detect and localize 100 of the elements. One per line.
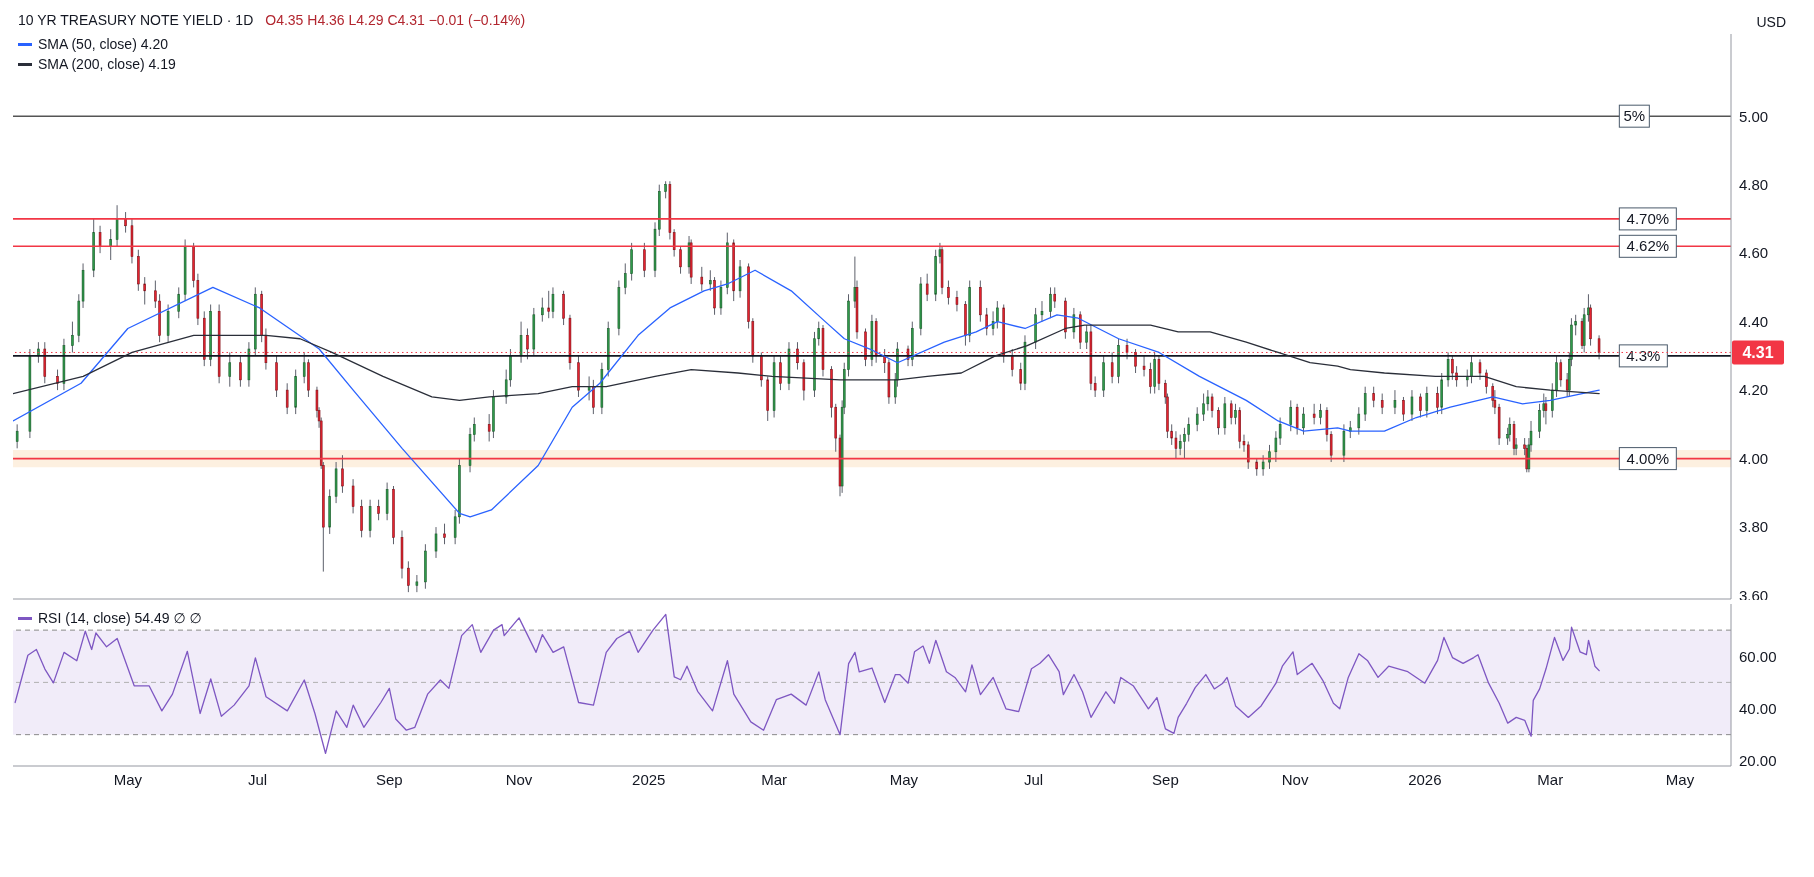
candlestick — [71, 321, 74, 353]
candlestick — [1512, 420, 1516, 456]
candlestick — [541, 297, 544, 323]
ref-line-label: 4.3% — [1626, 346, 1661, 364]
candlestick — [98, 225, 102, 254]
candlestick — [124, 211, 127, 234]
ref-line-label: 4.31 — [1742, 344, 1774, 362]
candlestick — [1072, 307, 1076, 340]
legend-label: SMA (50, close) 4.20 — [38, 36, 168, 52]
candlestick — [985, 307, 988, 336]
candlestick — [37, 341, 40, 364]
candlestick — [643, 242, 646, 278]
ref-line-label: 4.00% — [1626, 449, 1670, 467]
candlestick — [1246, 440, 1250, 470]
candlestick — [623, 262, 627, 295]
candlestick — [1410, 389, 1414, 422]
candlestick — [351, 478, 355, 514]
candlestick — [1195, 406, 1199, 432]
candlestick — [1142, 355, 1146, 377]
candlestick — [177, 286, 180, 319]
y-tick-label: 4.40 — [1739, 312, 1769, 330]
candlestick — [1183, 427, 1186, 460]
candlestick — [1174, 430, 1178, 460]
candlestick — [1149, 362, 1152, 395]
x-tick-label: May — [889, 770, 919, 788]
candlestick — [1372, 386, 1375, 408]
ref-line-label: 4.62% — [1626, 237, 1670, 255]
candlestick — [1538, 403, 1541, 439]
candlestick — [1295, 403, 1299, 436]
candlestick — [1478, 358, 1482, 381]
candlestick — [1234, 403, 1237, 425]
candlestick — [443, 523, 446, 545]
candlestick — [1178, 434, 1182, 456]
candlestick — [415, 574, 419, 593]
candlestick — [709, 269, 712, 292]
legend-label: SMA (200, close) 4.19 — [38, 56, 176, 72]
candlestick — [1470, 355, 1473, 384]
candlestick — [360, 499, 363, 538]
candlestick — [1380, 393, 1384, 415]
candlestick — [630, 242, 633, 282]
candlestick — [1187, 417, 1190, 442]
x-tick-label: Jul — [247, 770, 268, 788]
candlestick — [1289, 399, 1293, 432]
candlestick — [1019, 362, 1022, 391]
candlestick — [700, 266, 704, 292]
y-tick-label: 4.60 — [1739, 244, 1769, 262]
candlestick — [738, 259, 742, 299]
candlestick — [592, 379, 595, 415]
x-tick-label: Nov — [505, 770, 533, 788]
x-tick-label: Jul — [1024, 770, 1044, 788]
candlestick — [1223, 396, 1227, 436]
candlestick — [1040, 300, 1044, 323]
candlestick — [302, 351, 306, 384]
candlestick — [228, 351, 232, 388]
x-tick-label: May — [1665, 770, 1695, 788]
x-tick-label: Nov — [1281, 770, 1309, 788]
x-tick-label: 2025 — [632, 770, 666, 788]
candlestick — [1597, 334, 1601, 360]
chart-subtitle: O4.35 H4.36 L4.29 C4.31 −0.01 (−0.14%) — [265, 12, 526, 28]
candlestick — [955, 290, 959, 312]
candlestick — [519, 321, 523, 364]
candlestick — [1446, 351, 1450, 388]
y-tick-label: 40.00 — [1739, 699, 1777, 717]
candlestick — [434, 526, 438, 559]
candlestick — [1053, 286, 1056, 309]
candlestick — [285, 382, 289, 415]
candlestick — [1110, 351, 1114, 384]
candlestick — [1342, 423, 1346, 463]
candlestick — [1419, 393, 1422, 419]
y-tick-label: 60.00 — [1739, 647, 1777, 665]
y-tick-label: 4.80 — [1739, 175, 1769, 193]
candlestick — [1425, 386, 1429, 419]
candlestick — [1278, 417, 1282, 446]
candlestick — [15, 423, 19, 449]
candlestick — [1485, 369, 1488, 395]
candlestick — [1085, 324, 1088, 350]
y-tick-label: 4.20 — [1739, 381, 1769, 399]
candlestick — [796, 341, 799, 371]
candlestick — [1559, 358, 1563, 388]
candlestick — [947, 280, 950, 306]
line-series — [13, 269, 1600, 518]
legend-label: RSI (14, close) 54.49 ∅ ∅ — [38, 610, 202, 626]
candlestick — [526, 327, 529, 360]
candlestick — [1402, 396, 1405, 422]
chart-title: 10 YR TREASURY NOTE YIELD · 1D — [18, 12, 254, 28]
candlestick — [1319, 403, 1322, 425]
candlestick — [925, 273, 929, 302]
candlestick — [341, 454, 344, 494]
candlestick — [1049, 286, 1052, 319]
candlestick — [760, 351, 763, 388]
candlestick — [1302, 406, 1305, 436]
candlestick — [1451, 355, 1454, 381]
candlestick — [239, 355, 242, 388]
candlestick — [1210, 393, 1214, 419]
line-series — [14, 613, 1600, 755]
ref-line-label: 5% — [1623, 107, 1646, 125]
candlestick — [115, 204, 119, 247]
x-tick-label: Sep — [375, 770, 403, 788]
candlestick — [779, 355, 782, 391]
candlestick — [143, 276, 146, 306]
